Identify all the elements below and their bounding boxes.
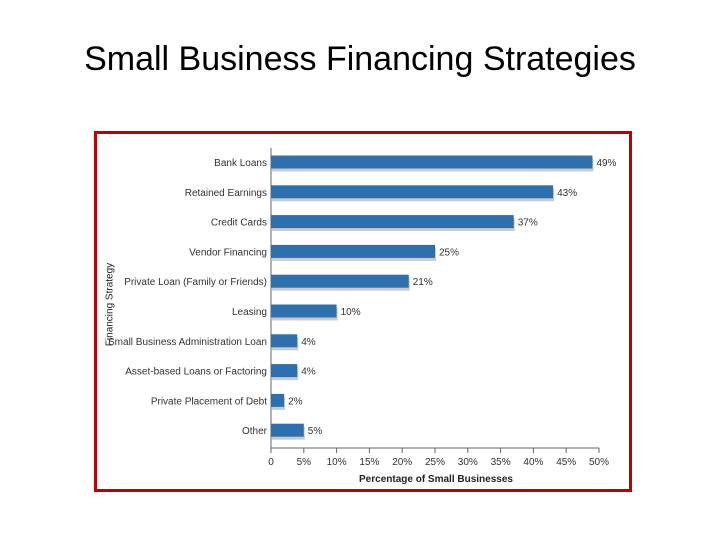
bar bbox=[271, 244, 435, 258]
category-label: Other bbox=[242, 426, 268, 437]
category-label: Small Business Administration Loan bbox=[108, 337, 267, 348]
value-label: 43% bbox=[557, 188, 577, 199]
x-tick-label: 5% bbox=[297, 457, 312, 468]
value-label: 10% bbox=[341, 307, 361, 318]
x-tick-label: 45% bbox=[556, 457, 576, 468]
bar bbox=[271, 155, 593, 169]
bar bbox=[271, 274, 409, 288]
bar bbox=[271, 304, 337, 318]
x-tick-label: 25% bbox=[425, 457, 445, 468]
value-label: 4% bbox=[301, 337, 316, 348]
bar bbox=[271, 215, 514, 229]
category-label: Private Placement of Debt bbox=[151, 396, 267, 407]
x-axis-title: Percentage of Small Businesses bbox=[359, 474, 513, 485]
category-label: Retained Earnings bbox=[185, 188, 267, 199]
value-label: 2% bbox=[288, 396, 303, 407]
value-label: 4% bbox=[301, 367, 316, 378]
x-tick-label: 0 bbox=[268, 457, 274, 468]
value-label: 5% bbox=[308, 426, 323, 437]
category-label: Private Loan (Family or Friends) bbox=[124, 277, 267, 288]
x-tick-label: 40% bbox=[523, 457, 543, 468]
value-label: 49% bbox=[596, 158, 616, 169]
bar bbox=[271, 185, 554, 199]
value-label: 25% bbox=[439, 247, 459, 258]
x-tick-label: 20% bbox=[392, 457, 412, 468]
bar-chart: Bank Loans 49% Retained Earnings 43% Credit … bbox=[108, 148, 617, 468]
bar bbox=[271, 364, 298, 378]
value-label: 37% bbox=[518, 218, 538, 229]
bar bbox=[271, 393, 285, 407]
x-tick-label: 30% bbox=[458, 457, 478, 468]
category-label: Vendor Financing bbox=[189, 247, 267, 258]
category-label: Credit Cards bbox=[211, 218, 267, 229]
slide-title: Small Business Financing Strategies bbox=[84, 40, 636, 78]
x-tick-label: 50% bbox=[589, 457, 609, 468]
y-axis-title: Financing Strategy bbox=[104, 262, 116, 347]
category-label: Bank Loans bbox=[214, 158, 267, 169]
x-tick-label: 15% bbox=[359, 457, 379, 468]
bar bbox=[271, 423, 304, 437]
x-tick-label: 10% bbox=[327, 457, 347, 468]
value-label: 21% bbox=[413, 277, 433, 288]
category-label: Leasing bbox=[232, 307, 267, 318]
category-label: Asset-based Loans or Factoring bbox=[125, 367, 267, 378]
bar bbox=[271, 334, 298, 348]
chart-frame: Bank Loans 49% Retained Earnings 43% Credit … bbox=[94, 131, 632, 492]
x-tick-label: 35% bbox=[491, 457, 511, 468]
